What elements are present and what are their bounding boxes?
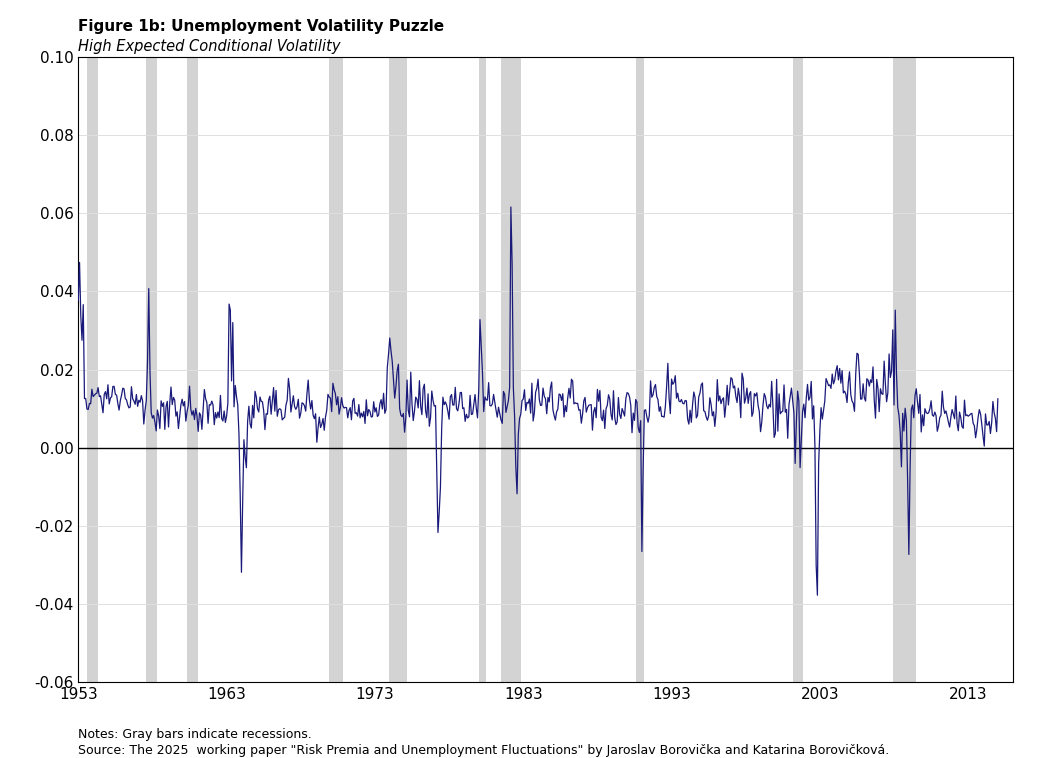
Bar	[187, 57, 198, 682]
Bar	[636, 57, 644, 682]
Bar	[479, 57, 487, 682]
Bar	[146, 57, 158, 682]
Bar	[87, 57, 98, 682]
Text: Notes: Gray bars indicate recessions.: Notes: Gray bars indicate recessions.	[78, 728, 312, 741]
Text: Figure 1b: Unemployment Volatility Puzzle: Figure 1b: Unemployment Volatility Puzzl…	[78, 19, 445, 34]
Text: High Expected Conditional Volatility: High Expected Conditional Volatility	[78, 39, 340, 55]
Bar	[792, 57, 803, 682]
Bar	[329, 57, 342, 682]
Text: Source: The 2025  working paper "Risk Premia and Unemployment Fluctuations" by J: Source: The 2025 working paper "Risk Pre…	[78, 744, 889, 757]
Bar	[501, 57, 521, 682]
Bar	[893, 57, 917, 682]
Bar	[388, 57, 407, 682]
